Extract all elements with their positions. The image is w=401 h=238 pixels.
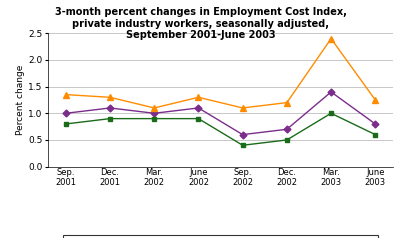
Compensation costs bbox=[240, 133, 245, 136]
Benefit costs bbox=[107, 96, 112, 99]
Wages and salaries bbox=[329, 112, 334, 115]
Compensation costs bbox=[196, 107, 201, 109]
Wages and salaries bbox=[240, 144, 245, 147]
Compensation costs bbox=[329, 90, 334, 93]
Wages and salaries bbox=[107, 117, 112, 120]
Compensation costs bbox=[373, 123, 378, 125]
Wages and salaries bbox=[284, 139, 289, 141]
Wages and salaries bbox=[152, 117, 157, 120]
Benefit costs bbox=[63, 93, 68, 96]
Compensation costs bbox=[284, 128, 289, 131]
Benefit costs bbox=[284, 101, 289, 104]
Wages and salaries bbox=[373, 133, 378, 136]
Line: Wages and salaries: Wages and salaries bbox=[63, 111, 378, 148]
Text: 3-month percent changes in Employment Cost Index,
private industry workers, seas: 3-month percent changes in Employment Co… bbox=[55, 7, 346, 40]
Benefit costs bbox=[152, 107, 157, 109]
Legend: Compensation costs, Wages and salaries, Benefit costs: Compensation costs, Wages and salaries, … bbox=[63, 235, 378, 238]
Benefit costs bbox=[329, 37, 334, 40]
Compensation costs bbox=[152, 112, 157, 115]
Benefit costs bbox=[373, 99, 378, 101]
Compensation costs bbox=[107, 107, 112, 109]
Compensation costs bbox=[63, 112, 68, 115]
Benefit costs bbox=[196, 96, 201, 99]
Y-axis label: Percent change: Percent change bbox=[16, 65, 25, 135]
Wages and salaries bbox=[63, 123, 68, 125]
Wages and salaries bbox=[196, 117, 201, 120]
Line: Benefit costs: Benefit costs bbox=[63, 35, 379, 111]
Benefit costs bbox=[240, 107, 245, 109]
Line: Compensation costs: Compensation costs bbox=[63, 89, 378, 137]
